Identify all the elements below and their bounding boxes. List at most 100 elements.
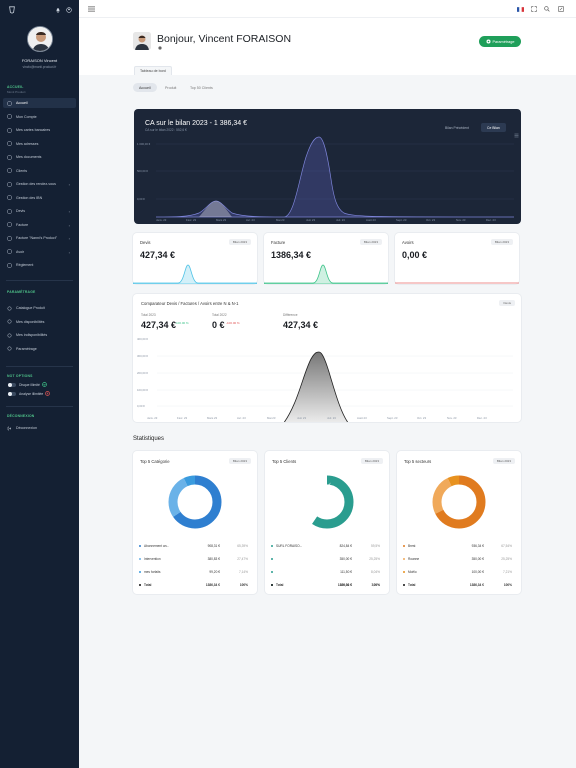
section-deconnexion-title: DÉCONNEXION bbox=[7, 414, 35, 418]
donut-slice[interactable] bbox=[168, 475, 222, 529]
toggle-switch[interactable] bbox=[8, 382, 16, 387]
legend-pct: 7,14% bbox=[238, 570, 248, 574]
legend-row: Brest 936,34 € 67,54% bbox=[403, 544, 513, 548]
donut-badge[interactable]: Bilan 2023 bbox=[228, 458, 251, 464]
kpi-value: 0,00 € bbox=[402, 250, 428, 260]
y-tick-label: 0,00 € bbox=[137, 404, 145, 408]
settings-icon[interactable] bbox=[158, 46, 162, 50]
legend-pct: 65,39% bbox=[237, 544, 248, 548]
legend-amount: 824,84 € bbox=[339, 544, 352, 548]
x-tick-label: Déc. 23 bbox=[477, 416, 487, 420]
sidebar-item-3[interactable]: Mes adresses bbox=[3, 139, 76, 149]
search-icon[interactable] bbox=[544, 6, 550, 12]
chevron-right-icon: › bbox=[68, 222, 70, 228]
kpi-card: Devis Bilan 2023 427,34 € bbox=[133, 233, 257, 284]
previous-period-button[interactable]: Bilan Précédent bbox=[445, 125, 469, 130]
legend-row: SURL FORAISO... 824,84 € 59,5% bbox=[271, 544, 381, 548]
legend-label: mes forfaits bbox=[144, 570, 161, 574]
sidebar-item-label: Règlement bbox=[16, 263, 34, 267]
edit-icon[interactable] bbox=[558, 6, 564, 12]
pill-accueil[interactable]: Accueil bbox=[133, 83, 157, 92]
option-label: Analyse illimitée bbox=[19, 391, 44, 396]
donut-slice[interactable] bbox=[432, 475, 486, 529]
sidebar-item-1[interactable]: Mon Compte bbox=[3, 112, 76, 122]
sidebar-item-0[interactable]: Accueil bbox=[3, 98, 76, 108]
param-item-3[interactable]: Paramétrage bbox=[3, 344, 76, 354]
section-param-title: PARAMÉTRAGE bbox=[7, 290, 36, 294]
total-2023-delta: 100.00 % bbox=[176, 321, 189, 325]
sidebar-item-12[interactable]: Règlement bbox=[3, 260, 76, 270]
donut-badge[interactable]: Bilan 2023 bbox=[492, 458, 515, 464]
option-analyse[interactable]: Analyse illimitée bbox=[8, 391, 51, 396]
sidebar-item-8[interactable]: Devis › bbox=[3, 206, 76, 216]
sidebar-item-6[interactable]: Gestion des rendez-vous › bbox=[3, 179, 76, 189]
kpi-badge[interactable]: Bilan 2023 bbox=[228, 239, 251, 245]
sidebar-item-2[interactable]: Mes cartes bancaires bbox=[3, 125, 76, 135]
y-tick-label: 200,00 € bbox=[137, 371, 148, 375]
legend-total-row: Total 1386,34 € 100% bbox=[139, 583, 249, 587]
logout-button[interactable]: Déconnexion bbox=[3, 423, 76, 433]
comparator-badge[interactable]: Devis bbox=[499, 300, 515, 306]
sidebar-item-9[interactable]: Facture › bbox=[3, 220, 76, 230]
nav-icon bbox=[7, 168, 12, 173]
nav-icon bbox=[7, 209, 12, 213]
section-accueil-title: ACCUEIL bbox=[7, 85, 24, 89]
x-tick-label: Juil. 23 bbox=[336, 218, 345, 222]
x-tick-label: Juin 23 bbox=[297, 416, 307, 420]
kpi-badge[interactable]: Bilan 2023 bbox=[490, 239, 513, 245]
legend-pct: 67,54% bbox=[501, 544, 512, 548]
tab-dashboard[interactable]: Tableau de bord bbox=[134, 66, 172, 75]
greeting-title: Bonjour, Vincent FORAISON bbox=[157, 33, 292, 45]
donut-slice[interactable] bbox=[300, 475, 354, 529]
pill-top-clients[interactable]: Top 50 Clients bbox=[190, 85, 213, 90]
menu-icon[interactable] bbox=[514, 133, 519, 138]
pill-produit[interactable]: Produit bbox=[165, 85, 177, 90]
legend-pct: 25,25% bbox=[501, 557, 512, 561]
y-tick-label: 1 000,00 € bbox=[137, 142, 151, 146]
legend-amount: 99,20 € bbox=[209, 570, 220, 574]
toggle-switch[interactable] bbox=[8, 391, 16, 396]
legend-dot bbox=[271, 571, 273, 573]
logout-label: Déconnexion bbox=[16, 426, 37, 430]
current-period-button[interactable]: Ce Bilan bbox=[481, 123, 506, 132]
donut-slice[interactable] bbox=[432, 475, 486, 529]
donut-chart bbox=[168, 475, 222, 529]
logo-icon[interactable] bbox=[8, 6, 16, 14]
donut-slice[interactable] bbox=[300, 475, 354, 529]
flag-fr-icon[interactable] bbox=[517, 7, 524, 12]
param-button[interactable]: Paramétrage bbox=[479, 36, 521, 47]
param-item-0[interactable]: Catalogue Produit bbox=[3, 303, 76, 313]
bell-icon[interactable] bbox=[55, 7, 61, 13]
fullscreen-icon[interactable] bbox=[531, 6, 537, 12]
sidebar-item-7[interactable]: Gestion des IBN bbox=[3, 193, 76, 203]
sidebar-item-label: Gestion des IBN bbox=[16, 195, 43, 200]
x-tick-label: Mars 23 bbox=[216, 218, 227, 222]
option-disque[interactable]: Disque illimité bbox=[8, 382, 47, 387]
nav-icon bbox=[7, 346, 12, 351]
sidebar-item-5[interactable]: Clients bbox=[3, 166, 76, 176]
param-item-1[interactable]: Mes disponibilités bbox=[3, 317, 76, 327]
legend-dot bbox=[403, 584, 405, 586]
donut-card: Top 5 Clients Bilan 2023 SURL FORAISO... 82… bbox=[265, 451, 389, 594]
total-2023-label: Total 2023 bbox=[141, 313, 156, 317]
user-icon[interactable] bbox=[66, 7, 72, 13]
donut-badge[interactable]: Bilan 2023 bbox=[360, 458, 383, 464]
avatar[interactable] bbox=[27, 26, 53, 52]
x-tick-label: Mai 23 bbox=[276, 218, 285, 222]
x-tick-label: Juil. 23 bbox=[327, 416, 336, 420]
x-tick-label: Nov. 23 bbox=[456, 218, 466, 222]
kpi-badge[interactable]: Bilan 2023 bbox=[359, 239, 382, 245]
menu-icon[interactable] bbox=[88, 6, 95, 12]
legend-dot bbox=[403, 545, 405, 547]
legend-dot bbox=[271, 584, 273, 586]
sidebar-item-10[interactable]: Facture "Nanni's Product" › bbox=[3, 233, 76, 243]
donut-card: Top 5 Catégorie Bilan 2023 Abonnement an..… bbox=[133, 451, 257, 594]
sidebar-item-11[interactable]: Avoir › bbox=[3, 247, 76, 257]
param-item-2[interactable]: Mes indisponibilités bbox=[3, 330, 76, 340]
legend-dot bbox=[403, 558, 405, 560]
chevron-right-icon: › bbox=[68, 182, 70, 187]
sidebar-item-4[interactable]: Mes documents bbox=[3, 152, 76, 162]
donut-slice[interactable] bbox=[168, 475, 222, 529]
legend-dot bbox=[403, 571, 405, 573]
sidebar-item-label: Mon Compte bbox=[16, 114, 37, 119]
